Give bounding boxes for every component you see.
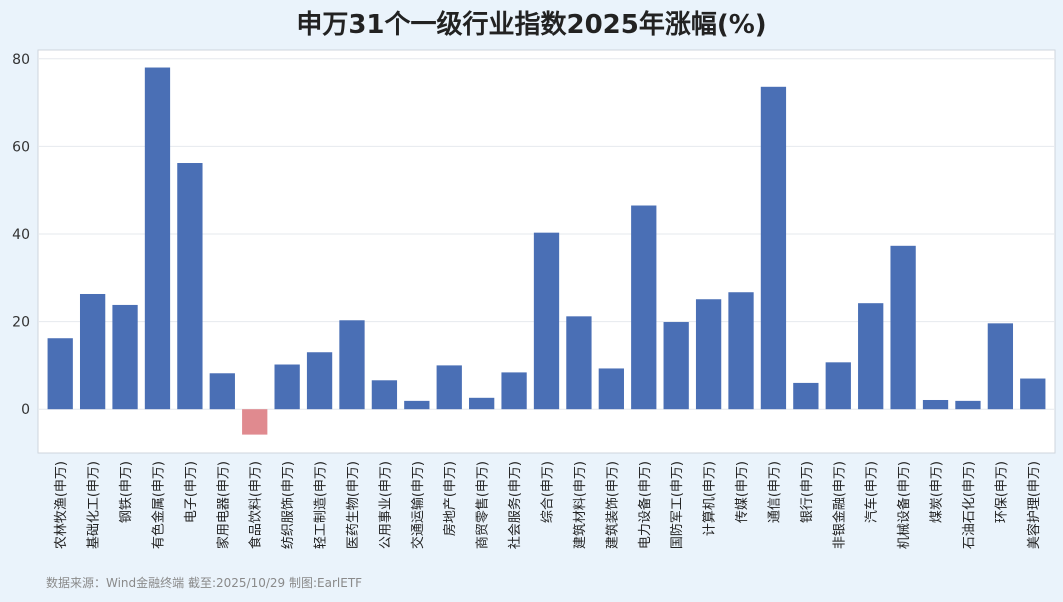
x-tick-label: 电力设备(申万)	[637, 461, 653, 549]
bar	[663, 322, 689, 410]
x-tick-label: 建筑装饰(申万)	[604, 461, 620, 549]
bar	[404, 400, 430, 410]
x-tick-label: 传媒(申万)	[735, 461, 750, 523]
bar	[339, 320, 365, 410]
x-tick-label: 基础化工(申万)	[87, 461, 102, 549]
x-tick-label: 家用电器(申万)	[215, 461, 231, 549]
bar	[533, 232, 560, 410]
bar	[825, 362, 851, 410]
x-tick-label: 社会服务(申万)	[507, 461, 523, 549]
x-tick-label: 汽车(申万)	[864, 461, 880, 523]
bar	[436, 365, 462, 410]
y-tick-label: 80	[12, 52, 30, 68]
x-tick-label: 计算机(申万)	[703, 461, 718, 536]
x-tick-label: 农林牧渔(申万)	[54, 461, 69, 549]
bar	[890, 245, 916, 410]
x-tick-label: 交通运输(申万)	[410, 461, 426, 549]
x-tick-label: 轻工制造(申万)	[314, 461, 329, 549]
bar	[306, 352, 333, 410]
bar	[728, 292, 754, 410]
source-note: 数据来源：Wind金融终端 截至:2025/10/29 制图:EarlETF	[46, 576, 363, 590]
x-tick-label: 机械设备(申万)	[896, 461, 912, 549]
bar	[793, 382, 819, 410]
x-tick-label: 煤炭(申万)	[930, 461, 945, 523]
bar	[501, 372, 527, 410]
bar	[469, 397, 495, 410]
y-tick-label: 0	[21, 402, 30, 418]
bar	[598, 368, 624, 410]
x-tick-label: 有色金属(申万)	[150, 461, 166, 549]
x-axis: 农林牧渔(申万) 基础化工(申万) 钢铁(申万) 有色金属(申万) 电子(申万) 家用电器…	[54, 461, 1042, 549]
bar	[144, 67, 171, 410]
bar	[566, 316, 592, 410]
x-tick-label: 建筑材料(申万)	[572, 461, 588, 549]
x-tick-label: 非银金融(申万)	[831, 461, 847, 549]
x-tick-label: 国防军工(申万)	[669, 461, 685, 549]
bar	[112, 304, 138, 410]
bar	[209, 373, 235, 410]
y-axis: 0 20 40 60 80	[12, 52, 30, 418]
bar	[987, 323, 1014, 410]
x-tick-label: 电子(申万)	[184, 461, 199, 523]
x-tick-label: 钢铁(申万)	[119, 461, 134, 523]
x-tick-label: 通信(申万)	[767, 461, 782, 523]
bar	[47, 338, 73, 410]
bar	[242, 409, 268, 435]
bar	[274, 364, 300, 410]
bar	[858, 303, 884, 410]
x-tick-label: 美容护理(申万)	[1026, 461, 1042, 549]
bar	[177, 163, 203, 410]
y-tick-label: 60	[12, 139, 30, 155]
bar	[79, 293, 106, 410]
x-tick-label: 商贸零售(申万)	[475, 461, 491, 549]
bar	[371, 380, 398, 410]
chart-title: 申万31个一级行业指数2025年涨幅(%)	[296, 10, 767, 40]
bar	[631, 205, 657, 410]
bar	[922, 399, 949, 410]
y-tick-label: 20	[12, 315, 30, 331]
bar	[760, 86, 787, 410]
x-tick-label: 公用事业(申万)	[378, 461, 393, 549]
x-tick-label: 房地产(申万)	[442, 461, 458, 536]
x-tick-label: 纺织服饰(申万)	[281, 461, 296, 549]
bar	[695, 299, 722, 410]
bar	[955, 400, 981, 410]
x-tick-label: 食品饮料(申万)	[248, 461, 264, 549]
x-tick-label: 医药生物(申万)	[346, 461, 361, 549]
x-tick-label: 石油石化(申万)	[962, 461, 977, 549]
x-tick-label: 环保(申万)	[994, 461, 1009, 523]
bars	[47, 67, 1046, 435]
bar	[1020, 378, 1046, 410]
y-tick-label: 40	[12, 227, 30, 243]
x-tick-label: 综合(申万)	[541, 461, 556, 523]
x-tick-label: 银行(申万)	[800, 461, 815, 523]
